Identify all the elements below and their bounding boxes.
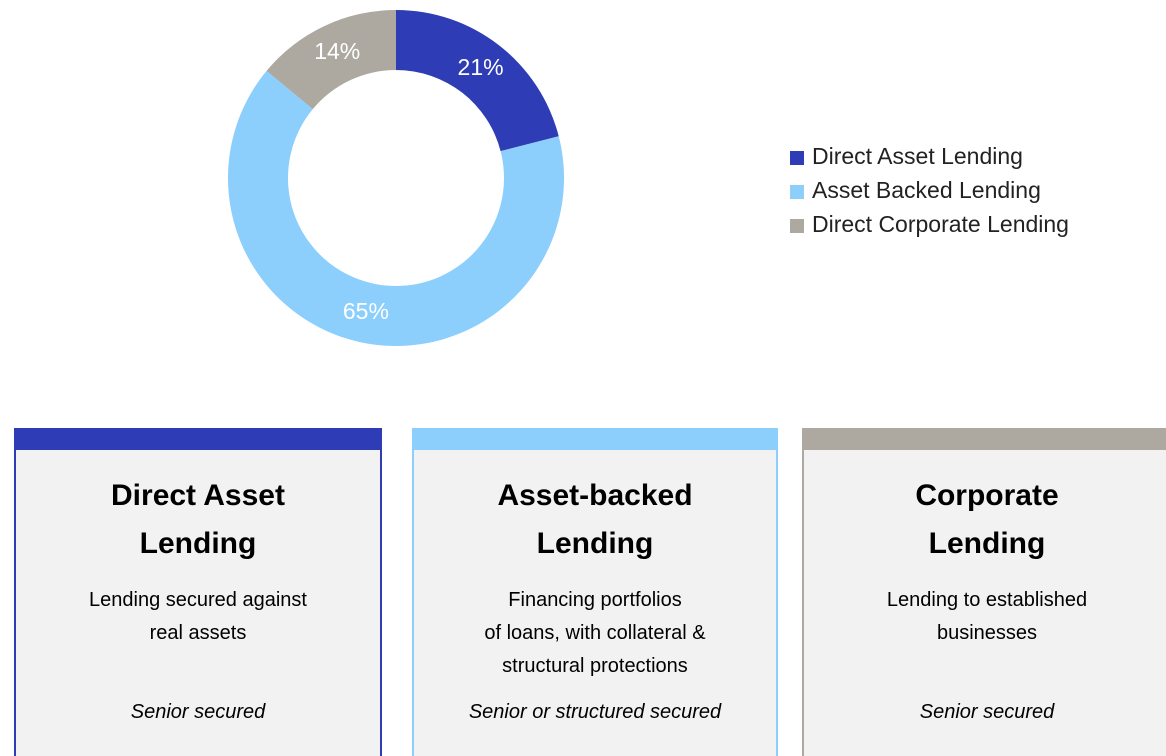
card-description: Lending secured against real assets xyxy=(16,568,380,696)
card-security: Senior secured xyxy=(919,701,1055,723)
slice-label: 65% xyxy=(343,298,389,324)
card-bar xyxy=(802,428,1166,450)
legend-label: Direct Asset Lending xyxy=(812,143,1023,169)
card-description-line: businesses xyxy=(936,622,1038,644)
card-title: Corporate Lending xyxy=(804,450,1166,568)
card-title: Asset-backed Lending xyxy=(414,450,776,568)
card-description: Lending to established businesses xyxy=(804,568,1166,696)
card-security: Senior secured xyxy=(130,701,266,723)
card-title-line: Lending xyxy=(928,527,1046,560)
card-title-line: Asset-backed xyxy=(497,479,693,512)
card-description: Financing portfolios of loans, with colla… xyxy=(414,568,776,696)
card-security: Senior or structured secured xyxy=(468,701,722,723)
card-title: Direct Asset Lending xyxy=(16,450,380,568)
card: Corporate Lending Lending to established bu… xyxy=(802,428,1166,756)
card-title-line: Lending xyxy=(536,527,654,560)
card-title-line: Direct Asset xyxy=(111,479,285,512)
card-bar xyxy=(412,428,778,450)
legend-swatch xyxy=(790,151,804,165)
card-description-line: Financing portfolios xyxy=(508,589,682,611)
card-description-line: Lending secured against xyxy=(89,589,307,611)
donut-slice xyxy=(396,10,559,152)
card-bar xyxy=(14,428,382,450)
slice-label: 21% xyxy=(458,54,504,80)
donut-slice xyxy=(228,70,564,346)
legend-swatch xyxy=(790,219,804,233)
card-title-line: Lending xyxy=(139,527,257,560)
card: Asset-backed Lending Financing portfolios o… xyxy=(412,428,778,756)
chart: 21% 65% 14% Direct Asset Lending Asset Backe… xyxy=(228,10,1069,346)
slice-label: 14% xyxy=(314,38,360,64)
card-title-line: Corporate xyxy=(915,479,1059,512)
legend-swatch xyxy=(790,185,804,199)
card-description-line: of loans, with collateral & xyxy=(484,622,706,644)
legend-label: Asset Backed Lending xyxy=(812,177,1041,203)
donut-slice xyxy=(266,10,396,110)
card-description-line: structural protections xyxy=(502,655,688,677)
legend-label: Direct Corporate Lending xyxy=(812,211,1069,237)
card-description-line: Lending to established xyxy=(886,589,1088,611)
card-description-line: real assets xyxy=(149,622,247,644)
card: Direct Asset Lending Lending secured again… xyxy=(14,428,382,756)
